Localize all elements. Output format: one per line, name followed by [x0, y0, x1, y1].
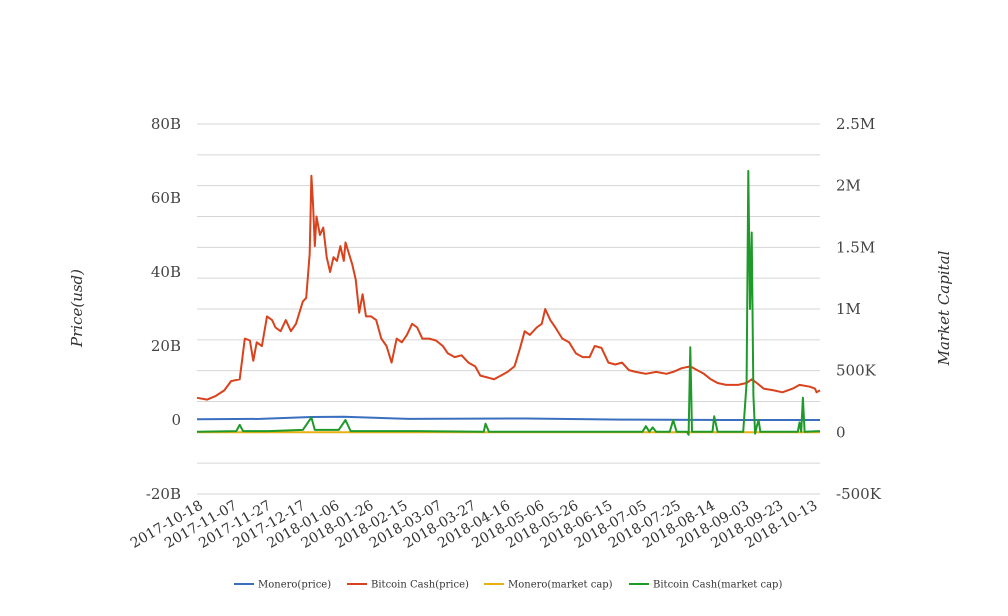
- gridlines: [197, 123, 820, 495]
- y-tick-label: -20B: [146, 485, 181, 503]
- y2-tick-label: 0: [836, 423, 846, 441]
- legend: Monero(price) Bitcoin Cash(price) Monero(m…: [234, 580, 782, 591]
- y2-axis-title: Market Capital: [935, 250, 953, 366]
- y-tick-label: 60B: [151, 189, 181, 207]
- y-tick-label: 80B: [151, 115, 181, 133]
- axis-ticks: 80B60B40B20B0-20B2.5M2M1.5M1M500K0-500K2…: [128, 115, 882, 552]
- y-tick-label: 20B: [151, 337, 181, 355]
- y2-tick-label: 500K: [836, 362, 877, 380]
- legend-label: Bitcoin Cash(market cap): [653, 580, 782, 591]
- y2-tick-label: 1.5M: [836, 238, 875, 256]
- legend-label: Monero(price): [258, 580, 331, 591]
- y2-tick-label: 2M: [836, 177, 861, 195]
- legend-label: Monero(market cap): [508, 580, 613, 591]
- series-line: [196, 415, 820, 421]
- y-tick-label: 0: [171, 411, 181, 429]
- y2-tick-label: 2.5M: [836, 115, 875, 133]
- y-tick-label: 40B: [151, 263, 181, 281]
- series-line: [196, 174, 821, 401]
- legend-label: Bitcoin Cash(price): [371, 580, 469, 591]
- series-line: [196, 169, 821, 436]
- y-axis-title: Price(usd): [68, 269, 86, 348]
- y2-tick-label: 1M: [836, 300, 861, 318]
- y2-tick-label: -500K: [836, 485, 882, 503]
- series-lines: [196, 169, 821, 436]
